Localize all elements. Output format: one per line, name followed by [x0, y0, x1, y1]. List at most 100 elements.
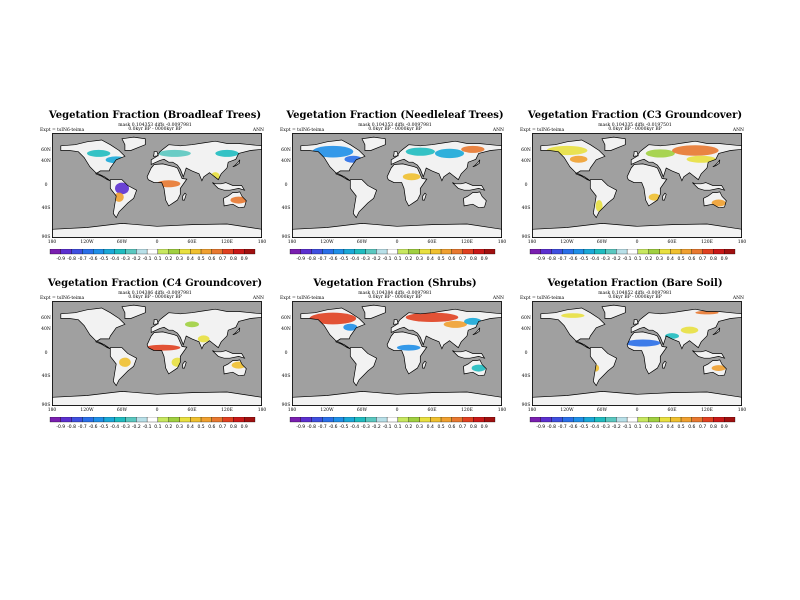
colorbar-label: -0.4: [350, 424, 359, 430]
colorbar-label: 0.6: [688, 424, 695, 430]
colorbar-label: 0.3: [656, 256, 663, 262]
colorbar-swatch: [484, 249, 496, 255]
longitude-label: 120W: [320, 408, 334, 413]
longitude-label: 120E: [221, 240, 233, 245]
panel-stats: mask 0.104353 diffs -0.0097981: [118, 123, 192, 128]
longitude-axis: 180 120W 60W 0 60E 120E 180: [528, 408, 747, 414]
map-panel: Vegetation Fraction (Bare Soil) mask 0.10…: [520, 278, 750, 438]
latitude-label: 40S: [41, 205, 51, 211]
colorbar-label: -0.3: [121, 424, 130, 430]
colorbar-swatch: [562, 249, 574, 255]
latitude-label: 40N: [41, 159, 51, 165]
colorbar-swatch: [49, 417, 61, 423]
colorbar-swatch: [376, 249, 388, 255]
coastline: [386, 331, 428, 375]
latitude-label: 90S: [281, 235, 291, 240]
continent-madagascar: [182, 361, 187, 369]
continent-antarctica: [292, 223, 502, 238]
map-panel: Vegetation Fraction (Shrubs) mask 0.10438…: [280, 278, 510, 438]
continent-antarctica: [532, 391, 742, 406]
colorbar-swatch: [365, 249, 377, 255]
panel-title: Vegetation Fraction (Broadleaf Trees): [48, 110, 262, 121]
coastline: [121, 304, 146, 319]
colorbar-swatch: [343, 417, 355, 423]
colorbar-label: -0.8: [67, 424, 76, 430]
coastline: [223, 359, 247, 377]
latitude-label: 90S: [41, 235, 51, 240]
colorbar-swatch: [670, 249, 682, 255]
colorbar-swatch: [583, 417, 595, 423]
longitude-label: 120W: [320, 240, 334, 245]
latitude-label: 40N: [281, 327, 291, 333]
colorbar-label: -0.9: [296, 256, 305, 262]
colorbar-label: 0.6: [208, 256, 215, 262]
colorbar-swatch: [222, 249, 234, 255]
colorbar-swatch: [430, 417, 442, 423]
latitude-label: 0: [284, 350, 288, 356]
colorbar-label: 0.7: [459, 424, 466, 430]
colorbar-swatch: [168, 249, 180, 255]
coastline: [393, 319, 399, 325]
latitude-label: 90S: [521, 403, 531, 408]
longitude-label: 120E: [221, 408, 233, 413]
colorbar-label: 0.3: [656, 424, 663, 430]
continent-greenland: [122, 305, 146, 319]
colorbar-swatch: [82, 417, 94, 423]
continent-antarctica: [532, 223, 742, 238]
anomaly-patch: [569, 155, 588, 163]
panel-season: ANN: [732, 128, 744, 133]
anomaly-patch: [434, 148, 465, 159]
coastline: [52, 223, 262, 238]
colorbar-swatch: [71, 417, 83, 423]
colorbar-label: 0.1: [634, 256, 641, 262]
colorbar-swatch: [82, 249, 94, 255]
colorbar-swatch: [179, 249, 191, 255]
colorbar-swatch: [583, 249, 595, 255]
longitude-label: 180: [497, 408, 507, 413]
colorbar-swatch: [157, 417, 169, 423]
colorbar-swatch: [397, 249, 409, 255]
colorbar-swatch: [451, 249, 463, 255]
colorbar-label: 0.1: [394, 256, 401, 262]
anomaly-patch: [343, 323, 358, 331]
coastline: [182, 192, 187, 201]
coastline: [153, 151, 159, 157]
longitude-label: 0: [395, 240, 399, 245]
colorbar-label: -0.5: [100, 424, 109, 430]
coastline: [532, 391, 742, 406]
colorbar-label: -0.4: [110, 424, 119, 430]
colorbar-swatch: [551, 417, 563, 423]
panel-season: ANN: [492, 128, 504, 133]
colorbar-label: -0.8: [547, 256, 556, 262]
colorbar-swatch: [637, 417, 649, 423]
longitude-label: 60E: [187, 240, 197, 245]
coastline: [712, 159, 721, 168]
map-frame: [532, 301, 742, 406]
colorbar-label: -0.4: [350, 256, 359, 262]
colorbar-label: 0.5: [197, 424, 204, 430]
colorbar-swatch: [146, 417, 159, 423]
continent-madagascar: [662, 361, 667, 369]
coastline: [146, 163, 188, 207]
colorbar-label: -0.2: [132, 256, 141, 262]
longitude-label: 180: [257, 408, 267, 413]
colorbar-swatch: [551, 249, 563, 255]
colorbar-swatch: [605, 417, 617, 423]
continent-eurasia: [151, 309, 262, 349]
longitude-label: 120W: [80, 240, 94, 245]
coastline: [633, 151, 639, 157]
colorbar-label: 0.1: [154, 256, 161, 262]
anomaly-patch: [309, 312, 357, 325]
latitude-label: 40S: [281, 205, 291, 211]
longitude-label: 180: [287, 408, 297, 413]
colorbar-swatch: [114, 417, 126, 423]
map-panel: Vegetation Fraction (Needleleaf Trees) ma…: [280, 110, 510, 270]
continent-south-america: [350, 347, 377, 386]
anomaly-patch: [464, 317, 482, 325]
panel-experiment: Expt = tsIN6-teima: [520, 128, 565, 133]
coastline: [109, 347, 138, 387]
coastline: [601, 136, 626, 151]
map-frame: [52, 133, 262, 238]
latitude-label: 60N: [41, 147, 51, 153]
map-frame: [292, 301, 502, 406]
